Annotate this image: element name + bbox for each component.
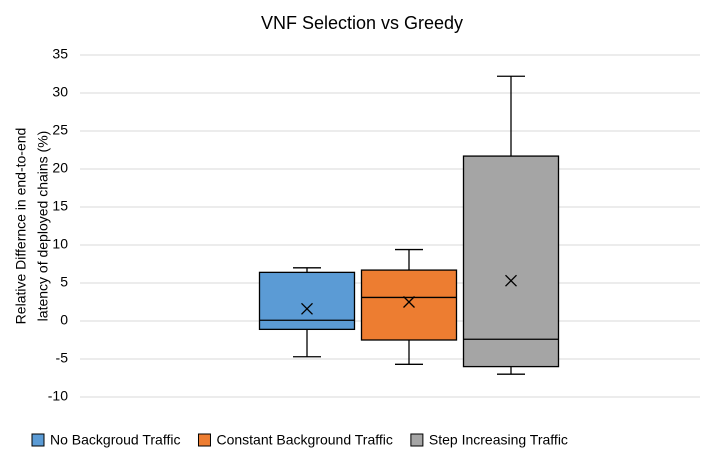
chart-title: VNF Selection vs Greedy xyxy=(261,13,463,33)
y-tick-label: 35 xyxy=(52,46,68,62)
legend-swatch xyxy=(410,433,424,447)
y-tick-label: -5 xyxy=(56,350,69,366)
mean-marker xyxy=(301,302,313,315)
y-axis-label: Relative Differnce in end-to-end xyxy=(13,128,29,325)
box xyxy=(360,269,458,341)
y-tick-label: 15 xyxy=(52,198,68,214)
y-tick-label: 10 xyxy=(52,236,68,252)
legend-label: No Backgroud Traffic xyxy=(50,432,180,448)
y-tick-label: 30 xyxy=(52,84,68,100)
legend-swatch xyxy=(31,433,45,447)
box xyxy=(462,155,560,368)
y-axis-label: latency of deployed chains (%) xyxy=(35,131,51,322)
legend-label: Constant Background Traffic xyxy=(216,432,392,448)
y-tick-label: -10 xyxy=(48,388,68,404)
legend-label: Step Increasing Traffic xyxy=(429,432,568,448)
legend-swatch xyxy=(197,433,211,447)
mean-marker xyxy=(505,274,517,287)
y-tick-label: 0 xyxy=(60,312,68,328)
y-tick-label: 5 xyxy=(60,274,68,290)
mean-marker xyxy=(403,296,415,308)
y-tick-label: 25 xyxy=(52,122,68,138)
y-tick-label: 20 xyxy=(52,160,68,176)
